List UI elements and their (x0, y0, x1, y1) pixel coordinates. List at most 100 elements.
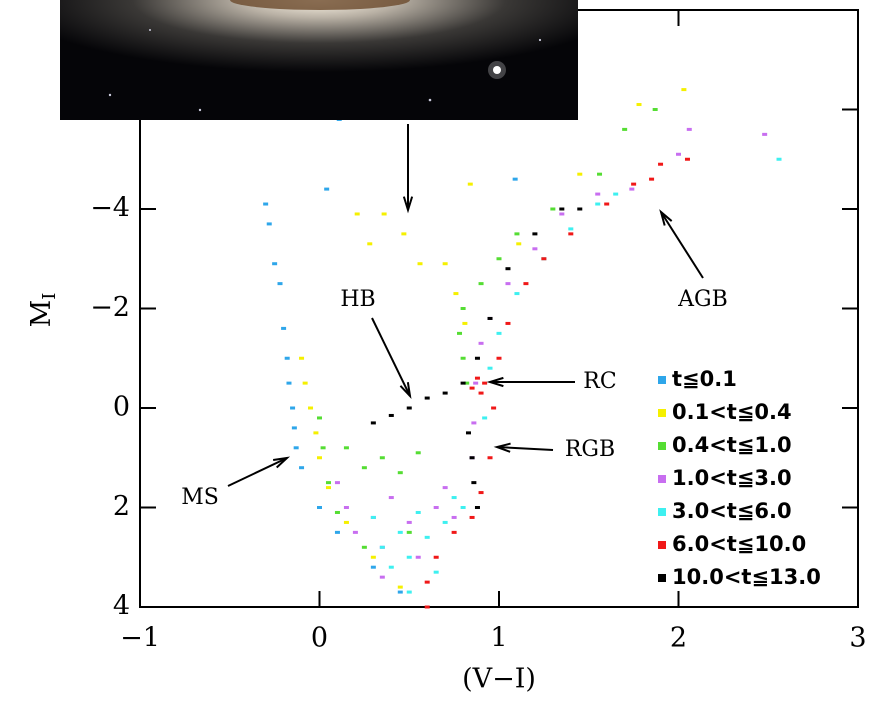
point (352, 530, 358, 534)
point (505, 282, 511, 286)
legend-swatch (658, 541, 666, 549)
point (478, 282, 484, 286)
x-tick-label: −1 (120, 623, 160, 654)
point (433, 555, 439, 559)
point (505, 267, 511, 271)
point (379, 456, 385, 460)
point (317, 456, 322, 460)
annotation: RGB (565, 437, 615, 462)
point (460, 307, 466, 310)
y-tick-label: 4 (113, 591, 130, 622)
point (284, 356, 290, 360)
annotation: HB (340, 287, 375, 312)
arrow-head (659, 209, 673, 226)
point (415, 510, 421, 514)
legend-swatch (658, 574, 666, 582)
point (577, 207, 583, 211)
point (406, 520, 412, 524)
point (686, 127, 692, 131)
point (415, 555, 421, 559)
point (370, 565, 376, 569)
point (487, 316, 493, 320)
point (482, 416, 488, 420)
point (487, 456, 493, 460)
point (401, 232, 407, 236)
point (559, 212, 565, 216)
point (406, 530, 412, 534)
point (290, 406, 296, 410)
point (465, 431, 471, 435)
point (442, 262, 448, 266)
point (776, 157, 782, 161)
point (514, 232, 520, 236)
point (469, 515, 475, 519)
point (471, 421, 477, 425)
point (496, 356, 502, 360)
point (474, 356, 480, 360)
y-tick-label: 2 (113, 491, 130, 522)
point (397, 530, 403, 534)
point (460, 506, 466, 509)
point (313, 431, 319, 435)
legend-swatch (658, 376, 666, 384)
point (636, 103, 642, 107)
point (325, 486, 331, 490)
point (473, 381, 479, 385)
point (433, 506, 439, 509)
point (550, 207, 556, 211)
point (406, 590, 412, 594)
point (478, 391, 484, 395)
point (512, 177, 518, 181)
point (370, 555, 376, 559)
point (299, 466, 305, 470)
point (462, 321, 468, 325)
point (343, 446, 349, 450)
point (541, 257, 547, 261)
point (649, 177, 655, 181)
y-axis-label-sub: I (39, 293, 60, 300)
legend-swatch (658, 442, 666, 450)
y-tick-label: 0 (113, 392, 130, 423)
point (496, 257, 502, 261)
point (681, 88, 687, 92)
legend-label: t≦0.1 (672, 367, 737, 391)
legend-label: 3.0<t≦6.0 (672, 499, 792, 523)
point (308, 406, 314, 410)
point (622, 127, 628, 131)
point (361, 466, 367, 470)
point (532, 232, 538, 236)
annotation-arrow (660, 211, 704, 279)
point (474, 506, 480, 509)
point (604, 202, 610, 206)
point (388, 496, 394, 500)
y-tick-label: −4 (90, 193, 130, 224)
point (277, 282, 283, 286)
arrow-head (493, 442, 511, 453)
point (406, 555, 412, 559)
point (299, 356, 305, 360)
point (467, 182, 473, 186)
y-axis-label: MI (26, 293, 61, 328)
point (388, 413, 394, 417)
point (361, 545, 367, 549)
point (559, 207, 565, 211)
point (370, 421, 376, 425)
point (433, 570, 439, 574)
point (424, 396, 430, 400)
point (442, 520, 448, 524)
point (451, 530, 457, 534)
point (317, 506, 322, 509)
annotation: AGB (677, 287, 728, 312)
point (442, 391, 448, 395)
point (379, 545, 385, 549)
point (417, 262, 423, 266)
point (631, 182, 637, 186)
point (595, 192, 601, 196)
point (496, 331, 502, 335)
legend-label: 6.0<t≦10.0 (672, 532, 806, 556)
point (272, 262, 278, 266)
x-tick-label: 2 (670, 623, 687, 654)
point (379, 575, 385, 579)
point (343, 506, 349, 509)
